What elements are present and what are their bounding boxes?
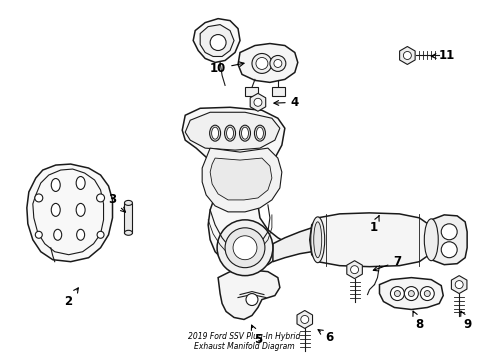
Circle shape xyxy=(269,55,285,71)
Circle shape xyxy=(440,224,456,240)
Ellipse shape xyxy=(97,231,104,238)
Ellipse shape xyxy=(313,222,321,258)
Circle shape xyxy=(253,98,262,106)
Circle shape xyxy=(210,35,225,50)
Polygon shape xyxy=(210,158,271,200)
Circle shape xyxy=(403,51,410,59)
Polygon shape xyxy=(346,261,362,279)
Text: 9: 9 xyxy=(460,311,470,331)
Circle shape xyxy=(233,236,256,260)
Text: 7: 7 xyxy=(372,255,401,271)
Ellipse shape xyxy=(211,127,218,139)
Polygon shape xyxy=(450,276,466,293)
Circle shape xyxy=(251,54,271,73)
Ellipse shape xyxy=(424,219,437,261)
Text: 8: 8 xyxy=(412,311,423,331)
Ellipse shape xyxy=(51,203,60,216)
Circle shape xyxy=(245,293,258,306)
Text: 1: 1 xyxy=(368,216,378,234)
Polygon shape xyxy=(218,270,279,319)
Polygon shape xyxy=(399,46,414,64)
Ellipse shape xyxy=(310,217,324,263)
Polygon shape xyxy=(238,44,297,82)
Circle shape xyxy=(255,58,267,69)
Polygon shape xyxy=(379,278,442,310)
Ellipse shape xyxy=(254,125,265,141)
Polygon shape xyxy=(296,310,312,328)
Text: 5: 5 xyxy=(251,325,262,346)
Circle shape xyxy=(300,315,308,323)
Ellipse shape xyxy=(124,201,132,206)
Circle shape xyxy=(389,287,404,301)
Ellipse shape xyxy=(76,203,85,216)
Circle shape xyxy=(217,220,272,276)
Circle shape xyxy=(394,291,400,297)
Text: 4: 4 xyxy=(273,96,298,109)
Polygon shape xyxy=(309,213,430,267)
Circle shape xyxy=(273,59,281,67)
Polygon shape xyxy=(182,107,285,268)
Ellipse shape xyxy=(96,194,104,202)
Polygon shape xyxy=(200,24,234,57)
Circle shape xyxy=(420,287,433,301)
Ellipse shape xyxy=(239,125,250,141)
Text: 2019 Ford SSV Plug-In Hybrid
Exhaust Manifold Diagram: 2019 Ford SSV Plug-In Hybrid Exhaust Man… xyxy=(188,332,300,351)
Ellipse shape xyxy=(77,229,84,240)
Polygon shape xyxy=(124,203,132,233)
Ellipse shape xyxy=(124,230,132,235)
Polygon shape xyxy=(27,164,112,262)
Polygon shape xyxy=(244,87,258,96)
Circle shape xyxy=(407,291,413,297)
Polygon shape xyxy=(185,112,279,150)
Polygon shape xyxy=(33,169,103,255)
Text: 11: 11 xyxy=(430,49,454,62)
Ellipse shape xyxy=(35,231,42,238)
Circle shape xyxy=(454,280,462,289)
Polygon shape xyxy=(202,148,281,212)
Text: 2: 2 xyxy=(64,288,78,308)
Polygon shape xyxy=(193,19,240,62)
Polygon shape xyxy=(250,93,265,111)
Text: 6: 6 xyxy=(317,330,333,344)
Ellipse shape xyxy=(209,125,220,141)
Polygon shape xyxy=(272,226,319,262)
Text: 10: 10 xyxy=(209,62,244,75)
Circle shape xyxy=(224,228,264,268)
Circle shape xyxy=(440,242,456,258)
Ellipse shape xyxy=(76,176,85,189)
Ellipse shape xyxy=(51,179,60,192)
Circle shape xyxy=(404,287,417,301)
Ellipse shape xyxy=(54,229,61,240)
Ellipse shape xyxy=(256,127,263,139)
Circle shape xyxy=(424,291,429,297)
Ellipse shape xyxy=(241,127,248,139)
Polygon shape xyxy=(271,87,285,96)
Text: 3: 3 xyxy=(108,193,125,212)
Polygon shape xyxy=(430,215,466,265)
Ellipse shape xyxy=(224,125,235,141)
Ellipse shape xyxy=(226,127,233,139)
Circle shape xyxy=(350,266,358,274)
Ellipse shape xyxy=(35,194,42,202)
